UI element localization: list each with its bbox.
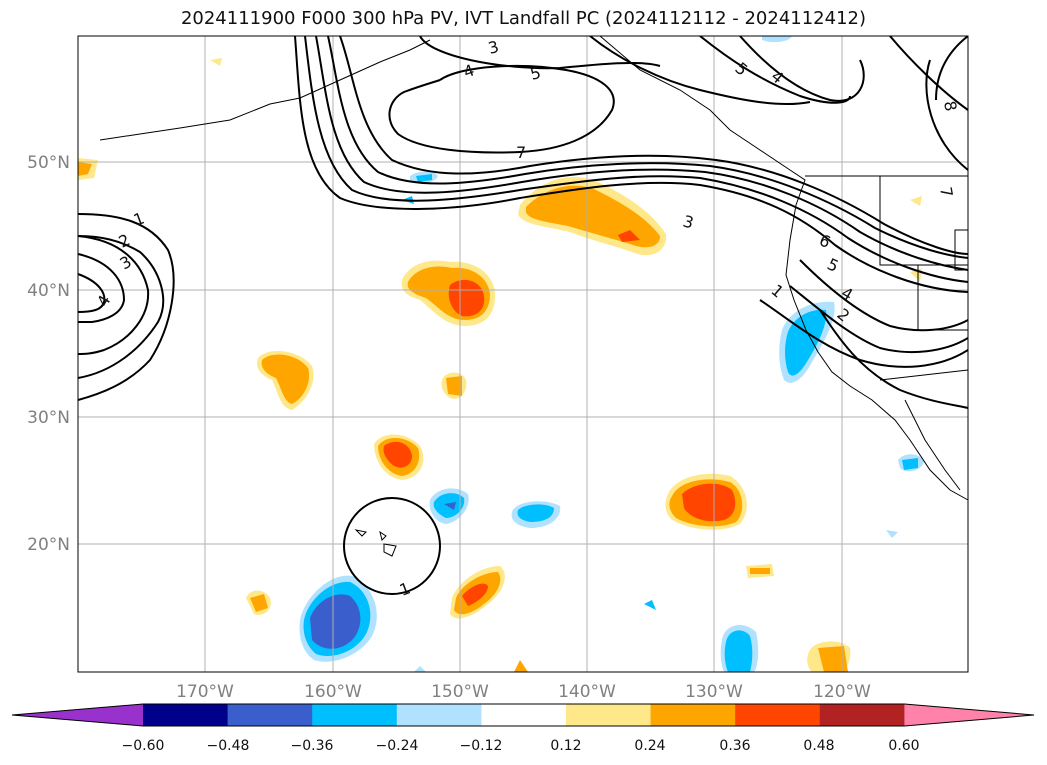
colorbar-tick-label: −0.48	[207, 738, 250, 754]
positive-anomaly-region	[750, 568, 770, 574]
colorbar-tick-label: −0.36	[291, 738, 334, 754]
colorbar-segment	[566, 704, 652, 726]
colorbar-extend-min	[12, 704, 143, 726]
colorbar-tick-label: 0.12	[550, 738, 581, 754]
negative-anomaly-region	[724, 630, 753, 672]
longitude-label: 150°W	[431, 682, 489, 702]
latitude-label: 30°N	[27, 408, 70, 428]
positive-anomaly-region	[448, 279, 485, 317]
colorbar	[11, 703, 1035, 727]
positive-anomaly-region	[462, 583, 488, 606]
negative-anomaly-region	[517, 504, 554, 522]
contour-label: 8	[940, 99, 960, 112]
negative-anomaly-region	[310, 594, 361, 649]
positive-anomaly-region	[250, 594, 268, 612]
map-gridlines	[78, 36, 968, 672]
positive-anomaly-region	[383, 441, 412, 468]
negative-anomaly-region	[644, 600, 656, 610]
latitude-label: 20°N	[27, 535, 70, 555]
contour-label: 1	[131, 208, 147, 229]
map-title: 2024111900 F000 300 hPa PV, IVT Landfall…	[180, 8, 867, 29]
contour-label: 5	[528, 63, 543, 84]
contour-label: 7	[516, 143, 526, 162]
positive-anomaly-region	[618, 230, 640, 242]
colorbar-segment	[650, 704, 736, 726]
colorbar-segment	[481, 704, 567, 726]
positive-anomaly-region	[818, 646, 848, 672]
colorbar-tick-labels: −0.60 −0.48 −0.36 −0.24 −0.12 0.12 0.24 …	[122, 738, 920, 754]
colorbar-tick-label: 0.60	[888, 738, 919, 754]
longitude-label: 130°W	[685, 682, 743, 702]
positive-anomaly-region	[78, 162, 92, 176]
colorbar-tick-label: −0.24	[376, 738, 419, 754]
colorbar-segment	[143, 704, 229, 726]
negative-anomaly-region	[444, 502, 456, 510]
colorbar-tick-label: 0.24	[634, 738, 665, 754]
contour-label: 5	[824, 254, 841, 276]
negative-anomaly-region	[902, 458, 918, 470]
negative-anomaly-region	[886, 530, 898, 538]
coastlines	[99, 35, 969, 557]
contour-label: 4	[838, 283, 856, 305]
contour-label: 3	[486, 37, 501, 58]
latitude-label: 40°N	[27, 281, 70, 301]
pv-contours	[78, 36, 968, 595]
positive-anomaly-region	[514, 660, 528, 672]
colorbar-segment	[735, 704, 821, 726]
contour-label: 3	[117, 252, 135, 274]
colorbar-tick-label: −0.60	[122, 738, 165, 754]
map-frame	[77, 35, 969, 673]
contour-label: 1	[397, 578, 413, 599]
colorbar-extend-max	[904, 704, 1034, 726]
negative-anomaly-region	[414, 666, 426, 672]
contour-label: 4	[461, 60, 477, 81]
negative-anomaly-region	[785, 309, 827, 376]
colorbar-segment	[312, 704, 398, 726]
longitude-label: 140°W	[558, 682, 616, 702]
positive-anomaly-region	[210, 58, 222, 66]
colorbar-outline	[11, 703, 1035, 727]
colorbar-segment	[819, 704, 905, 726]
pv-anomaly-shading	[78, 36, 924, 672]
contour-label: 3	[681, 212, 696, 233]
negative-anomaly-region	[416, 174, 432, 182]
longitude-label: 160°W	[304, 682, 362, 702]
colorbar-tick-label: 0.36	[719, 738, 750, 754]
latitude-labels: 50°N 40°N 30°N 20°N	[27, 153, 70, 555]
contour-label: 1	[767, 281, 787, 302]
positive-anomaly-region	[261, 354, 310, 404]
colorbar-tick-label: 0.48	[803, 738, 834, 754]
negative-anomaly-region	[762, 36, 792, 43]
latitude-label: 50°N	[27, 153, 70, 173]
contour-label: 7	[936, 185, 956, 198]
positive-anomaly-region	[682, 483, 736, 522]
positive-anomaly-region	[446, 376, 462, 396]
colorbar-tick-label: −0.12	[460, 738, 503, 754]
colorbar-segment	[227, 704, 313, 726]
longitude-labels: 170°W 160°W 150°W 140°W 130°W 120°W	[176, 682, 871, 702]
colorbar-segment	[396, 704, 482, 726]
positive-anomaly-region	[910, 196, 922, 206]
longitude-label: 120°W	[813, 682, 871, 702]
longitude-label: 170°W	[176, 682, 234, 702]
